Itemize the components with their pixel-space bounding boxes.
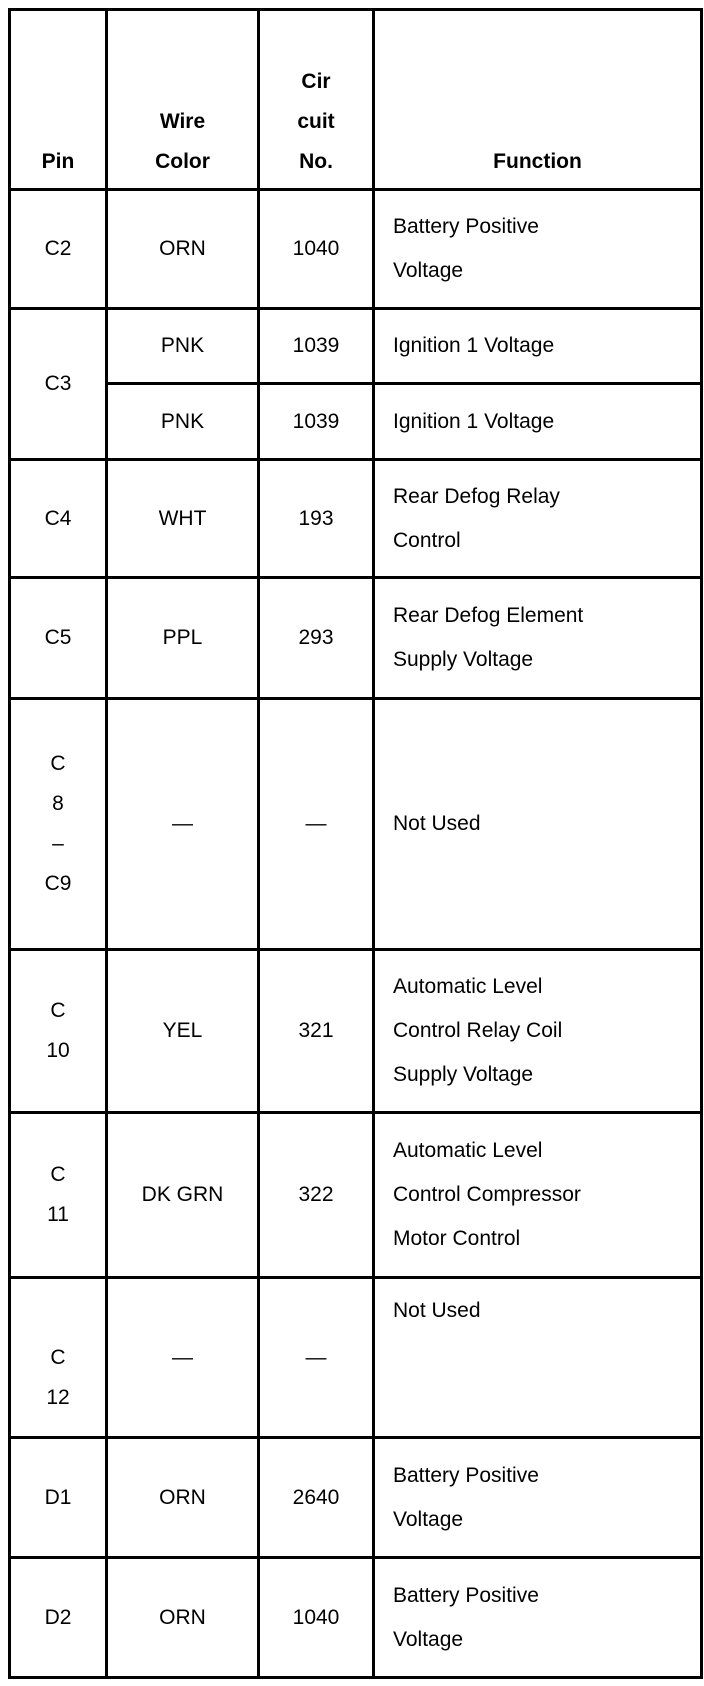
table-row: C 11 DK GRN 322 Automatic Level Control Co…: [8, 1111, 703, 1279]
function-line: Control: [393, 528, 461, 552]
header-function: Function: [372, 8, 703, 191]
table-row: C 10 YEL 321 Automatic Level Control Relay…: [8, 948, 703, 1114]
function-line: Control Compressor: [393, 1183, 581, 1206]
function-cell: Ignition 1 Voltage: [372, 307, 703, 385]
pin-cell: C3: [8, 307, 108, 461]
pin-cell: C 8 – C9: [8, 697, 108, 951]
header-line: No.: [299, 150, 333, 173]
table-row: PNK 1039 Ignition 1 Voltage: [10, 382, 703, 461]
function-line: Supply Voltage: [393, 648, 534, 671]
table-row: C4 WHT 193 Rear Defog Relay Control: [8, 458, 703, 579]
wire-color-cell: PPL: [105, 576, 260, 700]
wire-color-cell: ORN: [105, 1436, 260, 1559]
function-line: Battery Positive: [393, 1463, 539, 1487]
function-cell: Rear Defog Relay Control: [372, 458, 703, 579]
pin-cell: C5: [8, 576, 108, 700]
circuit-cell: 321: [257, 948, 375, 1114]
table-row: C2 ORN 1040 Battery Positive Voltage: [8, 188, 703, 310]
wire-color-cell: WHT: [105, 458, 260, 579]
table-row: D1 ORN 2640 Battery Positive Voltage: [8, 1436, 703, 1559]
header-row: Pin Wire Color Cir cuit No. Function: [8, 8, 703, 191]
function-line: Supply Voltage: [393, 1063, 534, 1086]
pin-cell: C 10: [8, 948, 108, 1114]
pin-line: C: [50, 752, 66, 775]
wire-color-cell: PNK: [105, 307, 260, 385]
pin-line: 8: [52, 792, 64, 815]
header-line: cuit: [297, 110, 335, 133]
function-cell: Ignition 1 Voltage: [372, 382, 703, 461]
function-line: Automatic Level: [393, 975, 543, 998]
pin-cell: D2: [8, 1556, 108, 1679]
circuit-cell: 1040: [257, 188, 375, 310]
pin-cell: C2: [8, 188, 108, 310]
circuit-cell: 2640: [257, 1436, 375, 1559]
pin-line: 12: [46, 1385, 70, 1409]
wire-color-cell: —: [105, 1276, 260, 1439]
pin-line: C: [50, 1163, 66, 1186]
function-cell: Battery Positive Voltage: [372, 188, 703, 310]
function-line: Automatic Level: [393, 1139, 543, 1162]
function-line: Battery Positive: [393, 1583, 539, 1607]
pin-line: 11: [47, 1203, 69, 1226]
connector-pinout-table: Pin Wire Color Cir cuit No. Function C2 ORN…: [8, 8, 703, 1679]
table-row: C 12 — — Not Used: [8, 1276, 703, 1439]
pin-line: C9: [44, 872, 72, 895]
function-line: Voltage: [393, 259, 464, 282]
pin-cell: C 12: [8, 1276, 108, 1439]
function-line: Battery Positive: [393, 215, 539, 238]
function-line: Motor Control: [393, 1227, 521, 1250]
function-line: Rear Defog Relay: [393, 484, 560, 508]
function-line: Control Relay Coil: [393, 1019, 563, 1042]
pin-line: –: [52, 832, 64, 855]
pin-line: C: [50, 1345, 66, 1369]
table-row: D2 ORN 1040 Battery Positive Voltage: [8, 1556, 703, 1679]
function-cell: Not Used: [372, 697, 703, 951]
wire-color-cell: YEL: [105, 948, 260, 1114]
pin-line: C: [50, 999, 66, 1022]
header-wire-color: Wire Color: [105, 8, 260, 191]
pin-cell: D1: [8, 1436, 108, 1559]
function-cell: Battery Positive Voltage: [372, 1556, 703, 1679]
wire-color-cell: ORN: [105, 188, 260, 310]
function-cell: Rear Defog Element Supply Voltage: [372, 576, 703, 700]
function-cell: Battery Positive Voltage: [372, 1436, 703, 1559]
header-circuit-no: Cir cuit No.: [257, 8, 375, 191]
function-cell: Not Used: [372, 1276, 703, 1439]
function-cell: Automatic Level Control Compressor Motor C…: [372, 1111, 703, 1279]
pin-cell: C 11: [8, 1111, 108, 1279]
table-row: C 8 – C9 — — Not Used: [8, 697, 703, 951]
table-row: C5 PPL 293 Rear Defog Element Supply Volt…: [8, 576, 703, 700]
pin-cell: C4: [8, 458, 108, 579]
pin-line: 10: [46, 1039, 70, 1062]
header-pin: Pin: [8, 8, 108, 191]
function-line: Rear Defog Element: [393, 604, 584, 627]
function-line: Voltage: [393, 1507, 464, 1531]
circuit-cell: 322: [257, 1111, 375, 1279]
header-line: Wire: [159, 110, 206, 133]
circuit-cell: 293: [257, 576, 375, 700]
circuit-cell: —: [257, 697, 375, 951]
function-cell: Automatic Level Control Relay Coil Supply …: [372, 948, 703, 1114]
header-line: Cir: [301, 70, 331, 93]
table-row: C3 PNK 1039 Ignition 1 Voltage: [8, 307, 703, 461]
circuit-cell: 193: [257, 458, 375, 579]
circuit-cell: 1040: [257, 1556, 375, 1679]
wire-color-cell: —: [105, 697, 260, 951]
wire-color-cell: DK GRN: [105, 1111, 260, 1279]
circuit-cell: —: [257, 1276, 375, 1439]
circuit-cell: 1039: [257, 307, 375, 385]
circuit-cell: 1039: [257, 382, 375, 461]
wire-color-cell: PNK: [105, 382, 260, 461]
header-line: Color: [155, 150, 210, 173]
wire-color-cell: ORN: [105, 1556, 260, 1679]
function-line: Voltage: [393, 1627, 464, 1651]
